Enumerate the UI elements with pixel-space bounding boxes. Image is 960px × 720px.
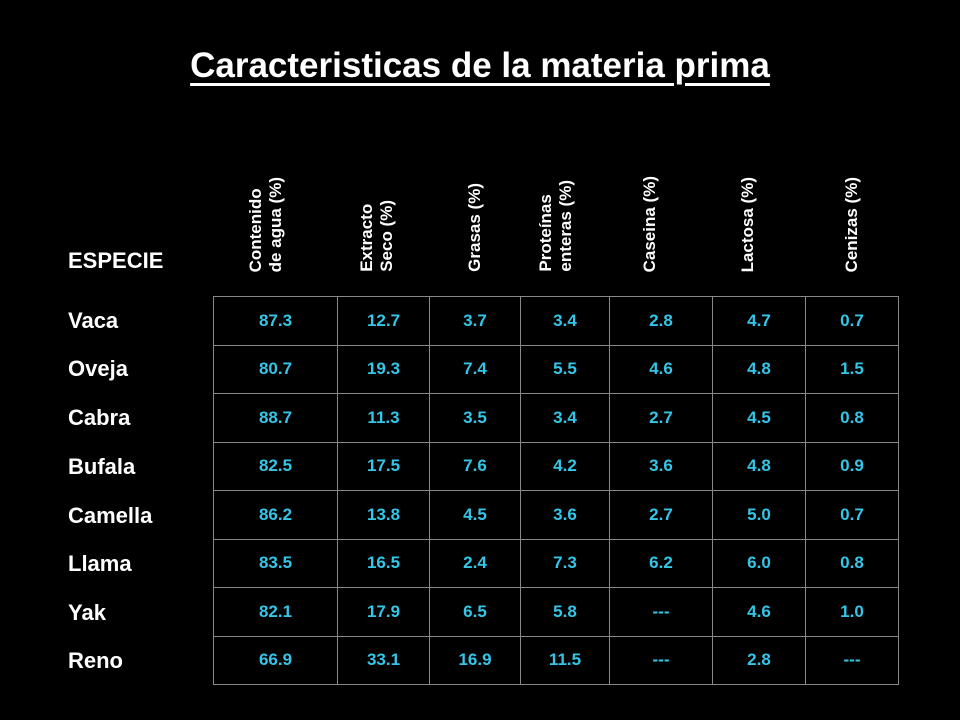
table-cell: 6.5 [429, 587, 521, 637]
table-cell: 3.5 [429, 393, 521, 443]
table-cell: 83.5 [213, 538, 338, 588]
table-cell: --- [805, 635, 899, 685]
column-header-contenido-agua: Contenido de agua (%) [246, 176, 285, 272]
table-cell: 82.5 [213, 441, 338, 491]
table-cell: 11.5 [520, 635, 610, 685]
table-cell: 16.9 [429, 635, 521, 685]
table-cell: 7.4 [429, 344, 521, 394]
table-cell: 11.3 [337, 393, 430, 443]
table-cell: 13.8 [337, 490, 430, 540]
table-cell: 4.2 [520, 441, 610, 491]
table-cell: 4.5 [712, 393, 806, 443]
table-cell: 4.6 [609, 344, 713, 394]
table-cell: 6.0 [712, 538, 806, 588]
table-cell: 5.8 [520, 587, 610, 637]
table-cell: 2.7 [609, 393, 713, 443]
table-cell: 2.4 [429, 538, 521, 588]
species-label: Yak [68, 600, 106, 625]
species-label: Vaca [68, 308, 119, 333]
table-row: 83.5 16.5 2.4 7.3 6.2 6.0 0.8 [213, 538, 899, 588]
species-label: Llama [68, 551, 132, 576]
table-cell: 88.7 [213, 393, 338, 443]
table-cell: 5.5 [520, 344, 610, 394]
table-cell: 1.5 [805, 344, 899, 394]
table-cell: 7.3 [520, 538, 610, 588]
table-cell: 4.7 [712, 296, 806, 346]
table-cell: 2.8 [609, 296, 713, 346]
table-cell: 19.3 [337, 344, 430, 394]
table-cell: 4.5 [429, 490, 521, 540]
table-cell: 3.7 [429, 296, 521, 346]
table-row: 66.9 33.1 16.9 11.5 --- 2.8 --- [213, 635, 899, 685]
table-cell: 3.4 [520, 393, 610, 443]
table-cell: 2.8 [712, 635, 806, 685]
table-cell: 4.6 [712, 587, 806, 637]
table-cell: 0.7 [805, 490, 899, 540]
table-cell: 7.6 [429, 441, 521, 491]
column-header-lactosa: Lactosa (%) [738, 176, 757, 272]
table-row: 80.7 19.3 7.4 5.5 4.6 4.8 1.5 [213, 344, 899, 394]
table-cell: 12.7 [337, 296, 430, 346]
species-label: Oveja [68, 356, 128, 381]
table-cell: 0.9 [805, 441, 899, 491]
table-row: 82.5 17.5 7.6 4.2 3.6 4.8 0.9 [213, 441, 899, 491]
table-cell: 3.6 [609, 441, 713, 491]
table-row: 88.7 11.3 3.5 3.4 2.7 4.5 0.8 [213, 393, 899, 443]
table-cell: 86.2 [213, 490, 338, 540]
column-header-cenizas: Cenizas (%) [842, 176, 861, 272]
column-header-proteinas: Proteínas enteras (%) [536, 180, 575, 272]
table-cell: 1.0 [805, 587, 899, 637]
column-header-extracto-seco: Extracto Seco (%) [357, 200, 396, 272]
species-label: Cabra [68, 405, 131, 430]
species-label: Reno [68, 648, 123, 673]
table-cell: 82.1 [213, 587, 338, 637]
table-row: 86.2 13.8 4.5 3.6 2.7 5.0 0.7 [213, 490, 899, 540]
table-cell: --- [609, 635, 713, 685]
page-title: Caracteristicas de la materia prima [0, 46, 960, 86]
column-header-caseina: Caseina (%) [640, 175, 659, 272]
species-label: Bufala [68, 454, 136, 479]
table-body: 87.3 12.7 3.7 3.4 2.8 4.7 0.7 80.7 19.3 7.4 5.5 4.6… [213, 296, 899, 685]
table-cell: 4.8 [712, 344, 806, 394]
table-cell: 17.9 [337, 587, 430, 637]
table-cell: 3.4 [520, 296, 610, 346]
table-cell: 0.8 [805, 393, 899, 443]
page-title-text: Caracteristicas de la materia prima [190, 46, 770, 85]
table-cell: 87.3 [213, 296, 338, 346]
table-cell: 80.7 [213, 344, 338, 394]
composition-table: 87.3 12.7 3.7 3.4 2.8 4.7 0.7 80.7 19.3 7.4 5.5 4.6… [213, 296, 899, 685]
species-column-header: ESPECIE [68, 248, 164, 273]
table-row: 87.3 12.7 3.7 3.4 2.8 4.7 0.7 [213, 296, 899, 346]
table-cell: 0.8 [805, 538, 899, 588]
table-cell: 2.7 [609, 490, 713, 540]
table-cell: 3.6 [520, 490, 610, 540]
column-header-grasas: Grasas (%) [465, 183, 484, 272]
table-cell: 6.2 [609, 538, 713, 588]
table-row: 82.1 17.9 6.5 5.8 --- 4.6 1.0 [213, 587, 899, 637]
table-cell: 17.5 [337, 441, 430, 491]
table-cell: --- [609, 587, 713, 637]
species-label: Camella [68, 503, 153, 528]
table-cell: 0.7 [805, 296, 899, 346]
table-cell: 66.9 [213, 635, 338, 685]
table-cell: 5.0 [712, 490, 806, 540]
table-cell: 16.5 [337, 538, 430, 588]
table-cell: 4.8 [712, 441, 806, 491]
table-cell: 33.1 [337, 635, 430, 685]
